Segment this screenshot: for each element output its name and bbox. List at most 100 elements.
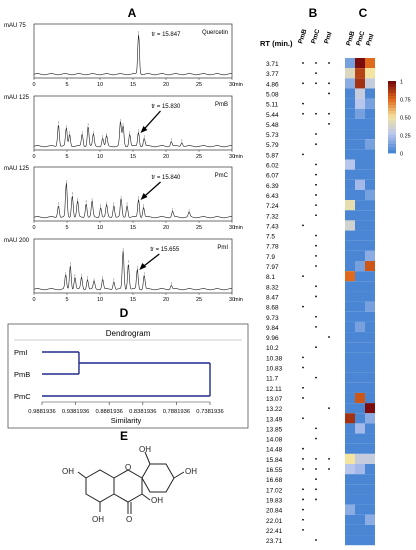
presence-dot [315,72,317,75]
heatmap-cell [365,392,375,404]
heatmap-cell [355,139,365,150]
heatmap-cell [345,189,355,201]
x-unit: min [234,82,243,88]
presence-dot [328,92,330,95]
colorbar-segment [388,117,396,121]
x-tick-label: 25 [196,225,202,231]
presence-dot [302,488,304,491]
heatmap-cell [355,535,365,546]
heatmap-cell [365,189,375,201]
heatmap-cell [355,240,365,251]
rt-value: 5.73 [266,132,279,139]
colorbar-tick-label: 0.50 [400,116,411,122]
heatmap-cell [355,261,365,272]
dendrogram-panel: Dendrogram PmI PmB PmC 0.9881936 0.9381936 0.8… [7,323,249,429]
heatmap-cell [345,514,355,525]
colorbar-tick-label: 0.75 [400,98,411,104]
sample-name: PmB [215,102,228,108]
rt-value: 8.1 [266,274,275,281]
x-tick-label: 15 [130,225,136,231]
heatmap-cell [355,271,365,282]
heatmap-cell [355,98,365,109]
heatmap-cell [345,139,355,150]
rt-value: 15.84 [266,457,283,464]
presence-dot [315,183,317,186]
structure-label-oh: OH [62,467,74,476]
heatmap-cell [345,200,355,211]
presence-dot [315,133,317,135]
heatmap-cell [355,189,365,201]
rt-value: 22.41 [266,528,283,535]
heatmap-cell [365,281,375,292]
heatmap-cell [355,524,365,536]
x-tick-label: 5 [65,82,68,88]
colorbar-segment [388,126,396,130]
heatmap-cell [345,342,355,353]
presence-dot [315,427,317,430]
heatmap-cell [355,210,365,221]
presence-dot [328,123,330,125]
heatmap-cell [355,504,365,515]
heatmap-cell [365,88,375,99]
colorbar-segment [388,135,396,139]
panel-label-e: E [120,429,128,443]
x-tick-label: 20 [163,225,169,231]
heatmap-cell [365,291,375,302]
presence-dot [315,244,317,247]
heatmap-cell [365,342,375,353]
retention-time-table: RT (min.) PmB PmC PmI 3.71 3.77 4.86 5.08 5.11 5.… [260,28,334,545]
heatmap-cell [345,504,355,515]
heatmap-cell [365,362,375,373]
heatmap-cell [365,382,375,393]
heatmap-cell [365,423,375,434]
presence-dot [315,62,317,64]
heatmap-cell [355,484,365,495]
chromatogram-frame [33,166,233,222]
presence-dot [302,397,304,399]
chromatogram-trace [33,121,233,148]
heatmap-cell [345,403,355,414]
sample-name: PmC [215,173,229,179]
heatmap-cell [355,392,365,404]
heatmap-cell [365,524,375,536]
heatmap-cell [365,118,375,130]
rt-value: 19.83 [266,497,283,504]
heatmap-cell [365,261,375,272]
presence-dot [315,488,317,491]
rt-value: 16.68 [266,477,283,484]
presence-dot [302,447,304,450]
x-tick-label: 10 [97,297,103,303]
presence-dot [315,468,317,470]
heatmap-cell [355,453,365,464]
x-tick-label: 0 [32,82,35,88]
heatmap-cell [345,58,355,69]
rt-value: 7.97 [266,264,279,271]
presence-dot [302,518,304,521]
heatmap-cell [355,179,365,190]
colorbar-segment [388,84,396,88]
heatmap-cell [345,220,355,231]
heatmap-cell [355,78,365,89]
presence-dot [315,173,317,176]
structure-ring-a [85,469,115,503]
colorbar-segment [388,144,396,148]
rt-value: 7.78 [266,244,279,251]
leaf-label: PmI [14,348,27,357]
colorbar-tick-label: 0 [400,152,403,158]
heatmap-cell [345,149,355,160]
colorbar-segment [388,129,396,133]
colorbar-segment [388,90,396,94]
heatmap-colorbar: 1 0.75 0.50 0.25 0 [388,80,411,158]
heatmap-cell [355,230,365,241]
presence-dot [328,82,330,85]
heatmap-cell [365,220,375,231]
sample-name: PmI [217,245,228,251]
heatmap-cell [365,210,375,221]
presence-dot [302,153,304,156]
heatmap-cell [355,362,365,373]
heatmap-cell [355,413,365,424]
structure-label-oh: OH [92,515,104,524]
sample-column-header: PmI [323,31,333,45]
